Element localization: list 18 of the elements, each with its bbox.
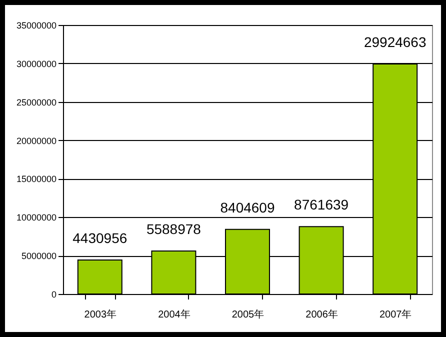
y-tick-label: 5000000 — [21, 251, 56, 262]
x-tick-label: 2006年 — [306, 308, 338, 320]
x-tick-label: 2007年 — [379, 308, 412, 320]
y-tick-label: 20000000 — [16, 136, 56, 146]
data-label: 8761639 — [294, 196, 349, 213]
y-tick-label: 15000000 — [16, 174, 56, 184]
x-tick-label: 2003年 — [84, 308, 117, 320]
x-tick-label: 2004年 — [158, 308, 190, 320]
y-tick-label: 10000000 — [16, 212, 56, 223]
y-tick-label: 35000000 — [16, 20, 56, 30]
x-tick-label: 2005年 — [232, 308, 264, 320]
y-tick-label: 0 — [51, 290, 56, 300]
data-label: 5588978 — [146, 221, 202, 238]
data-label: 8404609 — [220, 199, 275, 216]
data-label: 29924663 — [364, 34, 426, 50]
data-label: 4430956 — [72, 230, 128, 246]
y-tick-label: 25000000 — [16, 97, 56, 108]
y-tick-label: 30000000 — [16, 58, 56, 69]
